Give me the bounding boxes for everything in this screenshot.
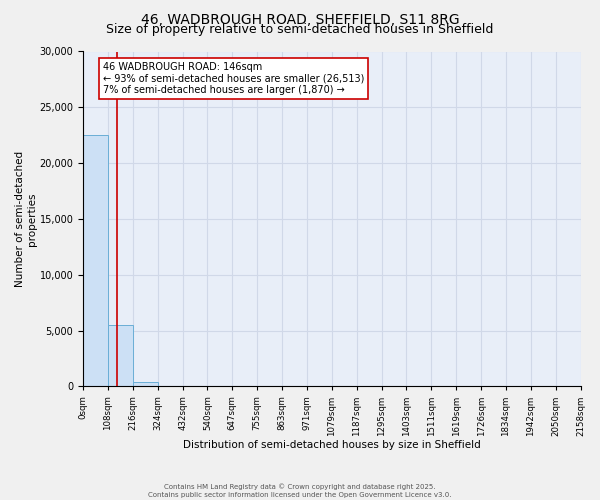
Y-axis label: Number of semi-detached
properties: Number of semi-detached properties xyxy=(15,151,37,287)
Text: 46 WADBROUGH ROAD: 146sqm
← 93% of semi-detached houses are smaller (26,513)
7% : 46 WADBROUGH ROAD: 146sqm ← 93% of semi-… xyxy=(103,62,364,94)
X-axis label: Distribution of semi-detached houses by size in Sheffield: Distribution of semi-detached houses by … xyxy=(183,440,481,450)
Bar xyxy=(108,325,133,386)
Text: 46, WADBROUGH ROAD, SHEFFIELD, S11 8RG: 46, WADBROUGH ROAD, SHEFFIELD, S11 8RG xyxy=(140,12,460,26)
Bar xyxy=(83,135,108,386)
Bar xyxy=(133,382,158,386)
Text: Size of property relative to semi-detached houses in Sheffield: Size of property relative to semi-detach… xyxy=(106,22,494,36)
Text: Contains HM Land Registry data © Crown copyright and database right 2025.
Contai: Contains HM Land Registry data © Crown c… xyxy=(148,484,452,498)
